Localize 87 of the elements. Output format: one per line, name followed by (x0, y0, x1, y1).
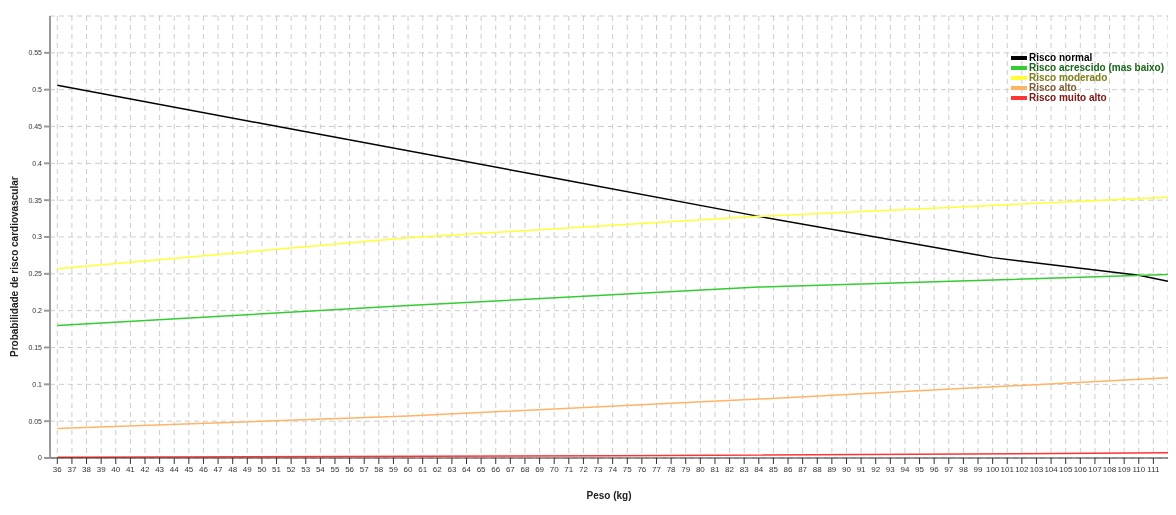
x-tick-label: 82 (725, 464, 735, 474)
x-tick-label: 37 (67, 464, 77, 474)
legend-label: Risco normal (1028, 52, 1093, 63)
x-tick-label: 98 (958, 464, 969, 474)
x-tick-label: 73 (593, 464, 604, 474)
x-tick-label: 50 (257, 464, 267, 474)
x-tick-label: 45 (184, 464, 194, 474)
line-series (56, 273, 1168, 327)
x-tick-label: 89 (827, 464, 837, 474)
x-tick-label: 44 (169, 464, 180, 474)
x-tick-label: 41 (125, 464, 136, 474)
x-tick-label: 42 (140, 464, 150, 474)
x-tick-label: 46 (199, 464, 209, 474)
x-tick-label: 94 (900, 464, 910, 474)
x-tick-label: 36 (52, 464, 63, 474)
x-tick-label: 88 (812, 464, 823, 474)
line-series (56, 376, 1168, 430)
x-tick-label: 74 (608, 464, 618, 474)
x-tick-label: 70 (549, 464, 560, 474)
x-tick-label: 101 (1000, 464, 1015, 474)
legend-label: Risco alto (1028, 82, 1077, 93)
legend-label: Risco muito alto (1028, 92, 1107, 103)
x-tick-label: 49 (242, 464, 253, 474)
x-tick-label: 100 (985, 464, 1000, 474)
x-tick-label: 60 (403, 464, 414, 474)
x-tick-label: 67 (505, 464, 516, 474)
x-tick-label: 104 (1044, 464, 1059, 474)
x-tick-label: 91 (856, 464, 867, 474)
x-tick-label: 111 (1147, 464, 1161, 474)
x-tick-label: 106 (1073, 464, 1088, 474)
x-tick-label: 110 (1132, 464, 1146, 474)
x-tick-label: 54 (315, 464, 326, 474)
x-tick-label: 61 (418, 464, 428, 474)
x-tick-label: 97 (944, 464, 954, 474)
x-tick-label: 83 (739, 464, 750, 474)
x-tick-label: 68 (520, 464, 530, 474)
x-tick-label: 75 (622, 464, 633, 474)
x-tick-label: 86 (783, 464, 794, 474)
x-tick-label: 38 (82, 464, 92, 474)
x-tick-label: 55 (330, 464, 340, 474)
x-tick-label: 102 (1015, 464, 1030, 474)
x-tick-label: 80 (695, 464, 706, 474)
legend-label: Risco moderado (1028, 72, 1108, 83)
x-tick-label: 109 (1117, 464, 1132, 474)
line-series (56, 84, 1168, 282)
x-tick-label: 63 (447, 464, 457, 474)
x-tick-label: 103 (1029, 464, 1044, 474)
x-tick-label: 53 (301, 464, 311, 474)
x-tick-label: 66 (491, 464, 501, 474)
x-tick-label: 71 (564, 464, 574, 474)
x-tick-label: 77 (652, 464, 662, 474)
x-tick-label: 48 (228, 464, 238, 474)
y-axis-title: Probabilidade de risco cardiovascular (8, 176, 20, 357)
x-tick-label: 40 (111, 464, 121, 474)
x-tick-label: 76 (637, 464, 647, 474)
x-tick-label: 105 (1059, 464, 1073, 474)
x-tick-label: 64 (462, 464, 472, 474)
x-tick-label: 93 (885, 464, 896, 474)
x-tick-label: 62 (432, 464, 443, 474)
x-tick-label: 87 (798, 464, 808, 474)
x-tick-label: 90 (842, 464, 852, 474)
x-tick-label: 96 (929, 464, 940, 474)
x-tick-label: 56 (345, 464, 355, 474)
x-tick-label: 69 (535, 464, 545, 474)
x-tick-label: 78 (666, 464, 677, 474)
x-tick-label: 47 (213, 464, 224, 474)
x-tick-label: 43 (155, 464, 165, 474)
x-tick-label: 39 (96, 464, 107, 474)
x-tick-label: 72 (578, 464, 589, 474)
x-tick-label: 52 (286, 464, 297, 474)
legend-label: Risco acrescido (mas baixo) (1028, 62, 1164, 73)
x-tick-label: 95 (915, 464, 925, 474)
x-tick-label: 65 (476, 464, 487, 474)
x-tick-label: 84 (754, 464, 764, 474)
x-tick-label: 108 (1102, 464, 1117, 474)
x-tick-label: 92 (871, 464, 881, 474)
x-tick-label: 85 (768, 464, 779, 474)
x-tick-label: 59 (388, 464, 399, 474)
x-tick-label: 81 (710, 464, 720, 474)
x-tick-label: 57 (359, 464, 370, 474)
x-tick-label: 79 (681, 464, 691, 474)
x-axis-title: Peso (kg) (586, 490, 632, 502)
x-tick-label: 99 (973, 464, 984, 474)
line-series (56, 196, 1168, 270)
x-tick-label: 107 (1088, 464, 1103, 474)
x-tick-label: 51 (272, 464, 282, 474)
x-tick-label: 58 (374, 464, 384, 474)
